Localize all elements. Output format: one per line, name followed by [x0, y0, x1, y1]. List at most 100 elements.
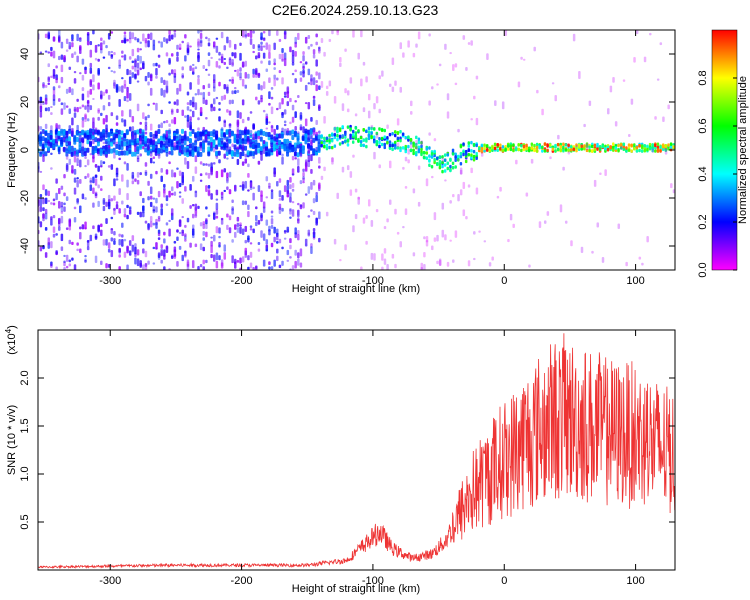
- spectrogram-cell: [339, 62, 342, 67]
- spectrogram-cell: [128, 56, 132, 60]
- spectrogram-cell: [268, 266, 271, 270]
- spectrogram-cell: [115, 175, 119, 178]
- spectrogram-cell: [65, 140, 69, 143]
- spectrogram-cell: [220, 132, 224, 138]
- spectrogram-cell: [262, 31, 266, 34]
- spectrogram-cell: [556, 142, 560, 147]
- spectrogram-cell: [126, 68, 129, 76]
- spectrogram-cell: [218, 116, 221, 122]
- spectrogram-cell: [388, 160, 392, 169]
- spectrogram-cell: [102, 141, 106, 145]
- spectrogram-cell: [244, 153, 248, 158]
- spectrogram-cell: [107, 94, 111, 100]
- spectrogram-cell: [42, 184, 45, 191]
- spectrogram-cell: [231, 156, 234, 159]
- spectrogram-cell: [63, 260, 66, 264]
- spectrogram-cell: [454, 82, 458, 86]
- spectrogram-cell: [436, 83, 439, 86]
- spectrogram-cell: [325, 85, 329, 90]
- spectrogram-cell: [620, 145, 623, 150]
- spectrogram-cell: [268, 77, 271, 84]
- spectrogram-cell: [247, 137, 250, 140]
- spectrogram-cell: [428, 163, 431, 167]
- spectrogram-cell: [278, 139, 282, 145]
- spectrogram-cell: [417, 201, 421, 207]
- spectrogram-cell: [302, 51, 305, 55]
- spectrogram-cell: [110, 112, 114, 117]
- spectrogram-cell: [100, 42, 103, 51]
- spectrogram-cell: [286, 259, 290, 262]
- spectrogram-cell: [315, 71, 318, 76]
- spectrogram-cell: [68, 66, 72, 70]
- spectrogram-cell: [630, 98, 634, 105]
- spectrogram-cell: [662, 116, 665, 122]
- spectrogram-cell: [323, 136, 326, 141]
- spectrogram-cell: [144, 263, 148, 267]
- spectrogram-cell: [393, 130, 397, 134]
- spectrogram-cell: [276, 107, 279, 111]
- spectrogram-cell: [257, 185, 261, 192]
- spectrogram-cell: [194, 214, 198, 217]
- spectrogram-cell: [113, 152, 116, 159]
- spectrogram-cell: [54, 138, 58, 144]
- spectrogram-cell: [105, 130, 108, 138]
- spectrogram-cell: [50, 75, 53, 79]
- spectrogram-cell: [454, 155, 457, 159]
- spectrogram-cell: [567, 148, 570, 153]
- spectrogram-cell: [464, 159, 468, 164]
- spectrogram-cell: [299, 248, 303, 257]
- spectrogram-cell: [670, 183, 673, 189]
- spectrogram-cell: [58, 146, 61, 155]
- spectrogram-cell: [121, 77, 124, 80]
- spectrogram-cell: [417, 137, 421, 141]
- spectrogram-cell: [407, 40, 410, 48]
- spectrogram-cell: [102, 91, 106, 96]
- spectrogram-cell: [207, 142, 211, 145]
- colorbar-axis: 0.00.20.40.60.8: [697, 70, 737, 278]
- spectrogram-cell: [75, 130, 79, 136]
- spectrogram-cell: [312, 237, 316, 240]
- spectrogram-cell: [70, 151, 74, 157]
- spectrogram-cell: [399, 138, 402, 143]
- spectrogram-cell: [289, 208, 292, 215]
- spectrogram-cell: [39, 151, 43, 155]
- spectrogram-cell: [160, 88, 163, 96]
- spectrogram-cell: [50, 241, 53, 249]
- spectrogram-cell: [157, 237, 161, 241]
- spectrogram-cell: [244, 126, 248, 131]
- spectrogram-cell: [233, 151, 237, 157]
- spectrogram-cell: [299, 204, 303, 208]
- spectrogram-cell: [39, 206, 43, 212]
- spectrogram-cell: [184, 238, 187, 242]
- spectrogram-cell: [199, 222, 203, 227]
- spectrogram-cell: [186, 42, 190, 50]
- spectrogram-cell: [278, 134, 282, 139]
- spectrogram-cell: [76, 158, 79, 165]
- spectrogram-cell: [125, 145, 129, 151]
- spectrogram-cell: [257, 44, 261, 48]
- spectrogram-cell: [126, 38, 129, 42]
- spectrogram-cell: [567, 151, 571, 155]
- spectrogram-cell: [136, 258, 140, 267]
- spectrogram-cell: [462, 35, 466, 40]
- spectrogram-cell: [152, 222, 156, 226]
- spectrogram-cell: [170, 208, 174, 216]
- spectrogram-cell: [142, 33, 145, 42]
- spectrogram-cell: [270, 191, 274, 200]
- spectrogram-cell: [299, 143, 303, 146]
- spectrogram-cell: [328, 133, 331, 138]
- spectrogram-cell: [297, 166, 300, 173]
- spectrogram-cell: [157, 64, 161, 68]
- spectrogram-cell: [244, 60, 248, 67]
- spectrogram-cell: [186, 136, 190, 142]
- spectrogram-cell: [173, 116, 177, 125]
- spectrogram-cell: [444, 234, 447, 241]
- spectrogram-cell: [291, 265, 295, 270]
- spectrogram-cell: [92, 176, 95, 184]
- spectrogram-cell: [265, 42, 269, 50]
- spectrogram-cell: [328, 136, 332, 140]
- spectrogram-cell: [391, 86, 395, 93]
- spectrogram-cell: [318, 46, 321, 54]
- spectrogram-cell: [449, 168, 452, 173]
- spectrogram-cell: [336, 30, 339, 33]
